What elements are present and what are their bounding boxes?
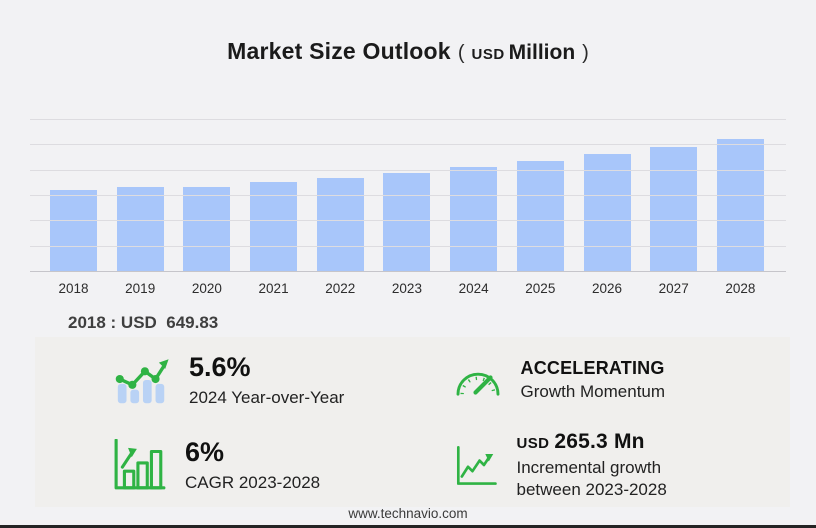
- bar-column-2028: 2028: [716, 120, 764, 296]
- incremental-amount: 265.3 Mn: [554, 430, 645, 454]
- title-paren-close: ): [582, 42, 589, 64]
- gridline: [30, 119, 786, 120]
- line-chart-growth-icon: [453, 441, 499, 489]
- x-tick-label: 2021: [258, 281, 289, 296]
- footer-website: www.technavio.com: [348, 506, 468, 521]
- stat-card-momentum: ACCELERATING Growth Momentum: [413, 337, 791, 422]
- bar-2019: [116, 186, 164, 272]
- title-unit: Million: [508, 41, 576, 64]
- baseline-value-note: 2018 : USD 649.83: [68, 313, 219, 332]
- gauge-icon: [453, 358, 503, 402]
- x-tick-label: 2020: [191, 281, 222, 296]
- bar-column-2026: 2026: [583, 120, 631, 296]
- bar-column-2018: 2018: [50, 120, 97, 296]
- yoy-value: 5.6%: [189, 352, 251, 382]
- stats-panel: 5.6% 2024 Year-over-Year ACCELERATING Gr…: [35, 337, 790, 507]
- x-tick-label: 2026: [591, 281, 623, 296]
- gridline: [30, 245, 786, 247]
- plot-area: 2018 2019 2020 2021 2022 2023 2024 2025 2026 2027…: [30, 119, 786, 296]
- x-tick-label: 2023: [391, 281, 422, 296]
- bottom-edge-strip: [0, 525, 816, 528]
- bar-column-2027: 2027: [650, 120, 698, 296]
- cagr-label: CAGR 2023-2028: [185, 472, 321, 492]
- bar-2023: [383, 172, 431, 272]
- bar-column-2023: 2023: [383, 120, 431, 296]
- bar-column-2022: 2022: [316, 120, 364, 296]
- cagr-value: 6%: [185, 437, 225, 467]
- bar-2022: [316, 178, 364, 272]
- gridline: [30, 169, 786, 171]
- x-tick-label: 2028: [725, 281, 756, 296]
- bar-2021: [250, 182, 298, 272]
- bar-2020: [183, 187, 231, 272]
- gridline: [30, 220, 786, 222]
- bar-column-2025: 2025: [516, 120, 564, 296]
- stat-card-cagr: 6% CAGR 2023-2028: [35, 422, 413, 507]
- page-title-text: Market Size Outlook: [227, 38, 451, 64]
- bars-row: 2018 2019 2020 2021 2022 2023 2024 2025 2026 2027…: [50, 120, 764, 296]
- bar-column-2024: 2024: [450, 120, 498, 296]
- x-tick-label: 2022: [325, 281, 356, 296]
- momentum-label: Growth Momentum: [520, 382, 666, 402]
- stat-card-yoy: 5.6% 2024 Year-over-Year: [35, 337, 413, 422]
- page-title: Market Size Outlook ( USD Million ): [0, 38, 816, 65]
- incremental-label-line2: between 2023-2028: [516, 479, 667, 499]
- bar-2027: [650, 146, 698, 272]
- x-tick-label: 2024: [458, 281, 489, 296]
- bar-2028: [716, 139, 764, 272]
- bar-column-2021: 2021: [250, 120, 298, 296]
- momentum-value: ACCELERATING: [520, 357, 665, 378]
- gridline: [30, 195, 786, 196]
- incremental-value: USD 265.3 Mn: [517, 429, 667, 455]
- gridline: [30, 144, 786, 146]
- title-currency: USD: [471, 46, 505, 63]
- bar-column-2020: 2020: [183, 120, 231, 296]
- x-tick-label: 2018: [58, 281, 89, 296]
- bar-2026: [583, 153, 631, 272]
- incremental-label-line1: Incremental growth: [516, 458, 662, 478]
- title-paren-open: (: [457, 42, 465, 64]
- bar-chart-growth-icon: [113, 438, 167, 491]
- yoy-label: 2024 Year-over-Year: [189, 387, 345, 407]
- bar-2018: [50, 189, 97, 272]
- bar-2025: [516, 160, 564, 272]
- x-tick-label: 2019: [125, 281, 156, 296]
- bar-2024: [450, 167, 498, 272]
- x-axis-line: [30, 271, 786, 272]
- incremental-currency: USD: [516, 435, 550, 453]
- bar-column-2019: 2019: [116, 120, 164, 296]
- x-tick-label: 2027: [658, 281, 689, 296]
- yoy-bars-trend-icon: [113, 354, 171, 406]
- stat-card-incremental: USD 265.3 Mn Incremental growth between 2…: [413, 422, 791, 507]
- x-tick-label: 2025: [525, 281, 556, 296]
